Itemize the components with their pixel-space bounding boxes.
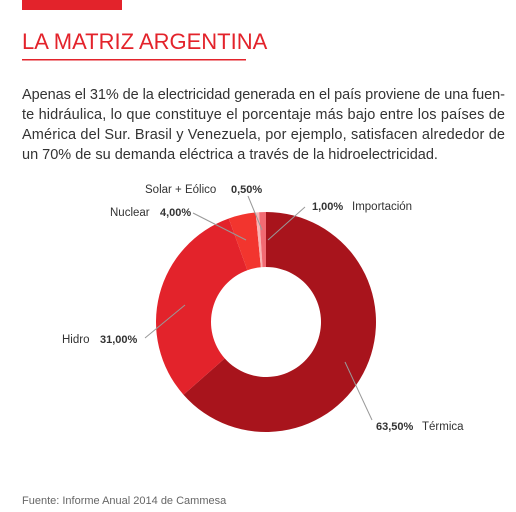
leader-line xyxy=(144,304,186,339)
value-label: 4,00% xyxy=(160,207,191,219)
slice xyxy=(228,212,261,271)
slice-label: Térmica xyxy=(422,421,464,433)
value-label: 0,50% xyxy=(231,184,262,196)
value-label: 31,00% xyxy=(100,334,138,346)
body-text: Apenas el 31% de la electricidad generad… xyxy=(22,87,505,103)
slice xyxy=(259,212,266,268)
leader-line xyxy=(247,195,263,231)
slice-label: Solar + Eólico xyxy=(145,184,216,196)
value-label: 1,00% xyxy=(312,201,343,213)
slice xyxy=(255,212,263,268)
value-label: 63,50% xyxy=(376,421,414,433)
title-underline xyxy=(22,59,246,61)
slice-label: Nuclear xyxy=(110,207,150,219)
slice xyxy=(156,218,248,395)
body-text: te hidráulica, lo que constituye el porc… xyxy=(22,107,505,123)
source: Fuente: Informe Anual 2014 de Cammesa xyxy=(22,495,227,507)
slice-label: Hidro xyxy=(62,334,89,346)
leader-line xyxy=(267,206,306,241)
chart-title: LA MATRIZ ARGENTINA xyxy=(22,29,268,54)
body-text: América del Sur. Brasil y Venezuela, por… xyxy=(22,127,505,143)
accent-bar xyxy=(22,0,122,10)
body-text: un 70% de su demanda eléctrica a través … xyxy=(22,147,438,163)
slice xyxy=(183,212,376,433)
leader-line xyxy=(344,361,373,421)
slice-label: Importación xyxy=(352,201,412,213)
leader-line xyxy=(192,212,247,241)
